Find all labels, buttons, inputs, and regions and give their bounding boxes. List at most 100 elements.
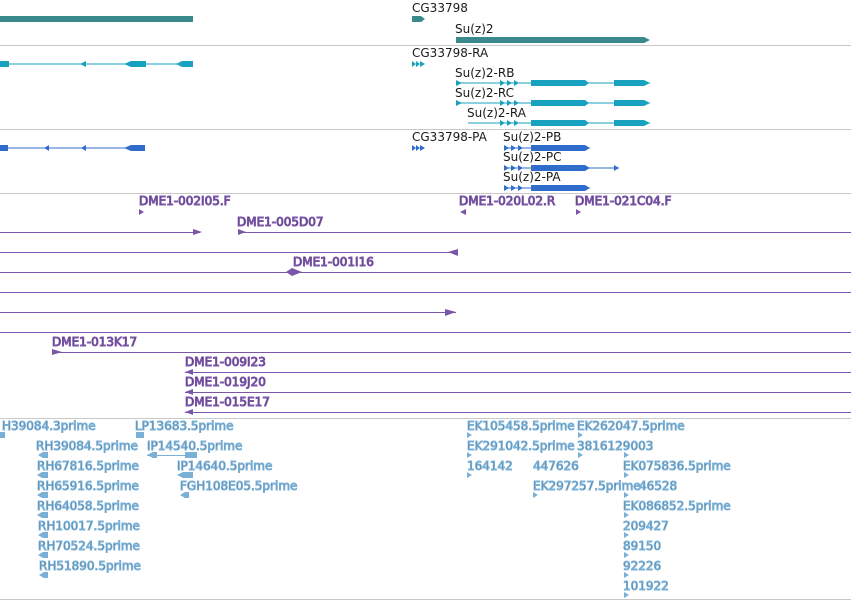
- clone-label: DME1-021C04.F: [575, 194, 672, 208]
- est-label: 447626: [533, 459, 579, 473]
- protein-track: CG33798-PA Su(z)2-PB Su(z)2-PC Su(z)2-PA: [0, 130, 619, 191]
- est-label: RH51890.5prime: [39, 559, 141, 573]
- est-label: IP14540.5prime: [147, 439, 242, 453]
- est-label: EK075836.5prime: [623, 459, 731, 473]
- protein-feature[interactable]: CG33798-PA: [412, 130, 488, 151]
- transcript-label: Su(z)2-RA: [467, 106, 527, 120]
- clone-feature[interactable]: DME1-002I05.F: [139, 194, 231, 215]
- transcript-feature[interactable]: Su(z)2-RC: [455, 86, 650, 106]
- est-feature[interactable]: 46528: [624, 479, 678, 498]
- clone-label: DME1-015E17: [185, 395, 270, 409]
- clone-feature[interactable]: DME1-005D07: [237, 215, 851, 235]
- est-feature[interactable]: 447626: [533, 459, 580, 474]
- clone-feature[interactable]: [0, 309, 456, 316]
- clone-label: DME1-013K17: [52, 335, 137, 349]
- transcript-feature[interactable]: [0, 61, 193, 67]
- est-feature[interactable]: EK086852.5prime: [623, 499, 731, 518]
- est-label: EK262047.5prime: [577, 419, 685, 433]
- clone-feature[interactable]: DME1-001I16: [0, 255, 851, 276]
- protein-label: Su(z)2-PA: [503, 170, 561, 184]
- est-feature[interactable]: FGH108E05.5prime: [180, 479, 298, 498]
- clone-label: DME1-005D07: [237, 215, 324, 229]
- clone-feature[interactable]: DME1-020L02.R: [459, 194, 556, 215]
- est-feature[interactable]: RH70524.5prime: [38, 539, 140, 558]
- est-feature[interactable]: 3816129003: [577, 439, 654, 458]
- clone-feature[interactable]: DME1-021C04.F: [575, 194, 672, 215]
- est-label: 101922: [623, 579, 669, 593]
- clone-feature[interactable]: DME1-013K17: [52, 335, 851, 355]
- protein-feature[interactable]: Su(z)2-PB: [503, 130, 590, 151]
- gene-track: CG33798 Su(z)2: [0, 1, 650, 43]
- est-feature[interactable]: RH65916.5prime: [37, 479, 139, 498]
- transcript-feature[interactable]: CG33798-RA: [412, 46, 489, 67]
- transcript-label: Su(z)2-RC: [455, 86, 514, 100]
- clone-label: DME1-020L02.R: [459, 194, 555, 208]
- est-label: H39084.3prime: [2, 419, 96, 433]
- est-label: FGH108E05.5prime: [180, 479, 297, 493]
- est-feature[interactable]: RH64058.5prime: [37, 499, 139, 518]
- est-feature[interactable]: EK262047.5prime: [577, 419, 685, 438]
- transcript-track: CG33798-RA Su(z)2-RB Su(z)2-RC Su(z)2-RA: [0, 46, 650, 126]
- clone-feature[interactable]: [0, 249, 458, 256]
- track-dividers: [0, 45, 851, 600]
- est-label: 46528: [639, 479, 677, 493]
- est-label: 92226: [623, 559, 661, 573]
- est-feature[interactable]: 164142: [467, 459, 513, 478]
- est-feature[interactable]: 92226: [623, 559, 662, 578]
- clone-feature[interactable]: [0, 229, 202, 235]
- gene-feature[interactable]: Su(z)2: [455, 22, 650, 43]
- gene-feature[interactable]: CG33798: [412, 1, 468, 22]
- est-label: RH70524.5prime: [38, 539, 140, 553]
- est-label: 209427: [623, 519, 669, 533]
- est-feature[interactable]: RH39084.5prime: [36, 439, 138, 458]
- clone-label: DME1-019J20: [185, 375, 266, 389]
- est-label: IP14640.5prime: [177, 459, 272, 473]
- clone-feature[interactable]: DME1-015E17: [185, 395, 851, 415]
- clone-label: DME1-002I05.F: [139, 194, 231, 208]
- est-feature[interactable]: EK297257.5prime: [533, 479, 641, 498]
- clone-label: DME1-009I23: [185, 355, 266, 369]
- est-feature[interactable]: IP14540.5prime: [147, 439, 243, 458]
- clone-feature[interactable]: DME1-019J20: [185, 375, 851, 395]
- protein-feature[interactable]: Su(z)2-PC: [503, 150, 619, 171]
- est-feature[interactable]: EK105458.5prime: [467, 419, 575, 438]
- est-feature[interactable]: RH10017.5prime: [38, 519, 140, 538]
- clone-track: DME1-002I05.F DME1-020L02.R DME1-021C04.…: [0, 194, 851, 415]
- gene-label: CG33798: [412, 1, 468, 15]
- est-feature[interactable]: 209427: [623, 519, 669, 538]
- est-label: EK105458.5prime: [467, 419, 575, 433]
- est-feature[interactable]: 101922: [623, 579, 669, 598]
- transcript-feature[interactable]: Su(z)2-RA: [467, 106, 650, 126]
- est-label: EK291042.5prime: [467, 439, 575, 453]
- protein-label: Su(z)2-PB: [503, 130, 561, 144]
- protein-feature[interactable]: Su(z)2-PA: [503, 170, 590, 191]
- clone-feature[interactable]: DME1-009I23: [185, 355, 851, 375]
- est-label: 89150: [623, 539, 661, 553]
- est-label: RH39084.5prime: [36, 439, 138, 453]
- est-feature[interactable]: EK291042.5prime: [467, 439, 575, 458]
- est-feature[interactable]: [624, 452, 629, 458]
- est-feature[interactable]: H39084.3prime: [0, 419, 96, 438]
- transcript-label: Su(z)2-RB: [455, 66, 514, 80]
- est-label: RH67816.5prime: [37, 459, 139, 473]
- est-feature[interactable]: RH67816.5prime: [37, 459, 139, 478]
- protein-feature[interactable]: [0, 145, 145, 151]
- est-label: LP13683.5prime: [135, 419, 234, 433]
- clone-label: DME1-001I16: [293, 255, 374, 269]
- est-label: EK297257.5prime: [533, 479, 641, 493]
- est-feature[interactable]: LP13683.5prime: [135, 419, 234, 438]
- est-label: RH10017.5prime: [38, 519, 140, 533]
- est-label: EK086852.5prime: [623, 499, 731, 513]
- gene-label: Su(z)2: [455, 22, 494, 36]
- est-feature[interactable]: EK075836.5prime: [623, 459, 731, 478]
- est-feature[interactable]: IP14640.5prime: [177, 459, 273, 478]
- transcript-feature[interactable]: Su(z)2-RB: [455, 66, 650, 86]
- gene-feature[interactable]: [0, 16, 193, 22]
- est-track: H39084.3prime LP13683.5prime EK105458.5p…: [0, 419, 731, 598]
- transcript-label: CG33798-RA: [412, 46, 489, 60]
- est-label: RH65916.5prime: [37, 479, 139, 493]
- est-label: RH64058.5prime: [37, 499, 139, 513]
- est-feature[interactable]: RH51890.5prime: [39, 559, 141, 578]
- est-feature[interactable]: 89150: [623, 539, 662, 558]
